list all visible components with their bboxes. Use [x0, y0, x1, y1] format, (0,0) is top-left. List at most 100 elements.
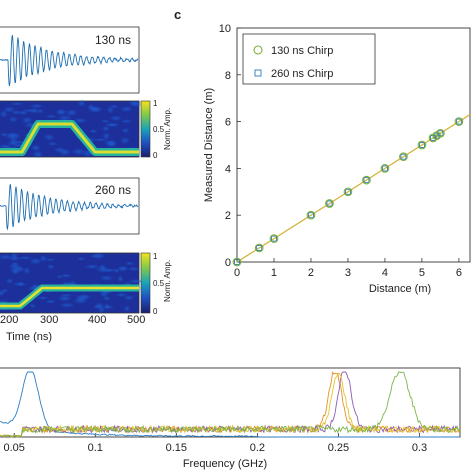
y-tick-label: 4: [225, 163, 231, 175]
noise-blob: [120, 136, 131, 145]
point-130ns: [380, 164, 390, 173]
noise-blob: [45, 114, 58, 119]
noise-blob: [77, 99, 86, 108]
colorbar-2: [140, 252, 151, 314]
point-130ns: [343, 187, 353, 197]
freq-tick-label: 0.05: [3, 442, 24, 454]
freq-tick-label: 0.1: [88, 442, 103, 454]
noise-blob: [107, 140, 116, 146]
legend-label-260: 260 ns Chirp: [271, 68, 333, 80]
point-260ns: [345, 188, 351, 195]
y-tick-label: 0: [225, 257, 231, 269]
noise-blob: [117, 265, 128, 272]
noise-blob: [45, 299, 57, 304]
noise-blob: [65, 108, 78, 117]
noise-blob: [108, 104, 120, 109]
noise-blob: [1, 288, 9, 293]
colorbar-1-tick-1: 1: [153, 99, 158, 108]
point-260ns: [418, 142, 425, 148]
colorbar-2-title: Norm. Amp.: [163, 260, 172, 302]
point-260ns: [256, 245, 263, 251]
spectrogram-260: 1 0.5 0 Norm. Amp.: [0, 252, 172, 316]
point-130ns: [417, 140, 427, 150]
point-130ns: [232, 257, 242, 267]
noise-blob: [109, 115, 123, 122]
waveform-260-label: 260 ns: [95, 183, 131, 197]
point-260ns: [363, 177, 370, 184]
noise-blob: [57, 114, 73, 122]
point-260ns: [234, 259, 240, 265]
point-130ns: [436, 128, 445, 138]
noise-blob: [5, 132, 20, 139]
legend-label-130: 130 ns Chirp: [271, 45, 333, 57]
noise-blob: [87, 103, 94, 110]
noise-blob: [43, 133, 55, 141]
noise-blob: [102, 268, 118, 273]
noise-blob: [78, 293, 92, 300]
colorbar-2-tick-half: 0.5: [153, 279, 165, 288]
panel-a: 130 ns 1 0: [0, 26, 172, 343]
noise-blob: [89, 129, 98, 134]
noise-blob: [59, 293, 74, 297]
noise-blob: [120, 119, 133, 124]
noise-blob: [21, 116, 33, 125]
time-tick-200: 200: [0, 314, 18, 326]
spectrogram-260-noise: [0, 252, 144, 313]
x-tick-label: 0: [234, 267, 240, 279]
noise-blob: [84, 264, 101, 270]
colorbar-2-tick-1: 1: [153, 252, 158, 261]
noise-blob: [10, 102, 25, 106]
waveform-260-trace: [0, 183, 139, 231]
noise-blob: [29, 257, 43, 265]
noise-blob: [103, 302, 111, 310]
noise-blob: [22, 267, 31, 275]
noise-blob: [60, 273, 73, 278]
point-260ns: [455, 118, 462, 125]
point-260ns: [308, 212, 314, 219]
noise-blob: [36, 296, 49, 300]
noise-blob: [45, 258, 56, 262]
x-axis-label: Distance (m): [369, 283, 431, 295]
noise-blob: [103, 296, 111, 301]
noise-blob: [0, 110, 9, 118]
noise-blob: [58, 148, 72, 156]
point-130ns: [306, 210, 316, 220]
noise-blob: [14, 140, 25, 144]
legend-marker-130: [253, 45, 263, 55]
fit-line: [236, 114, 471, 263]
noise-blob: [5, 278, 14, 285]
x-tick-label: 6: [456, 267, 462, 279]
panel-label-c: c: [174, 7, 181, 22]
waveform-260-plot: 260 ns: [0, 177, 140, 235]
point-260ns: [326, 200, 333, 207]
freq-tick-label: 0.25: [328, 442, 349, 454]
noise-blob: [98, 264, 107, 271]
time-axis-label: Time (ns): [6, 331, 52, 343]
point-260ns: [400, 153, 407, 160]
noise-blob: [8, 116, 18, 123]
y-tick-label: 10: [219, 23, 231, 35]
noise-blob: [115, 292, 128, 298]
point-130ns: [399, 152, 408, 162]
noise-blob: [72, 117, 88, 124]
noise-blob: [29, 107, 40, 114]
noise-blob: [56, 274, 63, 279]
freq-tick-label: 0.3: [412, 442, 427, 454]
time-tick-500: 500: [127, 314, 145, 326]
waveform-130-plot: 130 ns: [0, 26, 140, 94]
noise-blob: [29, 103, 44, 109]
noise-blob: [12, 282, 28, 287]
time-tick-300: 300: [40, 314, 58, 326]
legend-box: [242, 33, 376, 85]
y-tick-label: 8: [225, 70, 231, 82]
time-axis: 200 300 400 500 Time (ns): [0, 314, 145, 343]
noise-blob: [11, 268, 19, 275]
x-tick-label: 1: [271, 267, 277, 279]
noise-blob: [29, 303, 36, 308]
noise-blob: [32, 150, 44, 159]
colorbar-1-tick-half: 0.5: [153, 125, 165, 134]
colorbar-1-title: Norm. Amp.: [163, 108, 172, 150]
spectrum-trace-green: [0, 371, 460, 438]
noise-blob: [117, 275, 124, 283]
